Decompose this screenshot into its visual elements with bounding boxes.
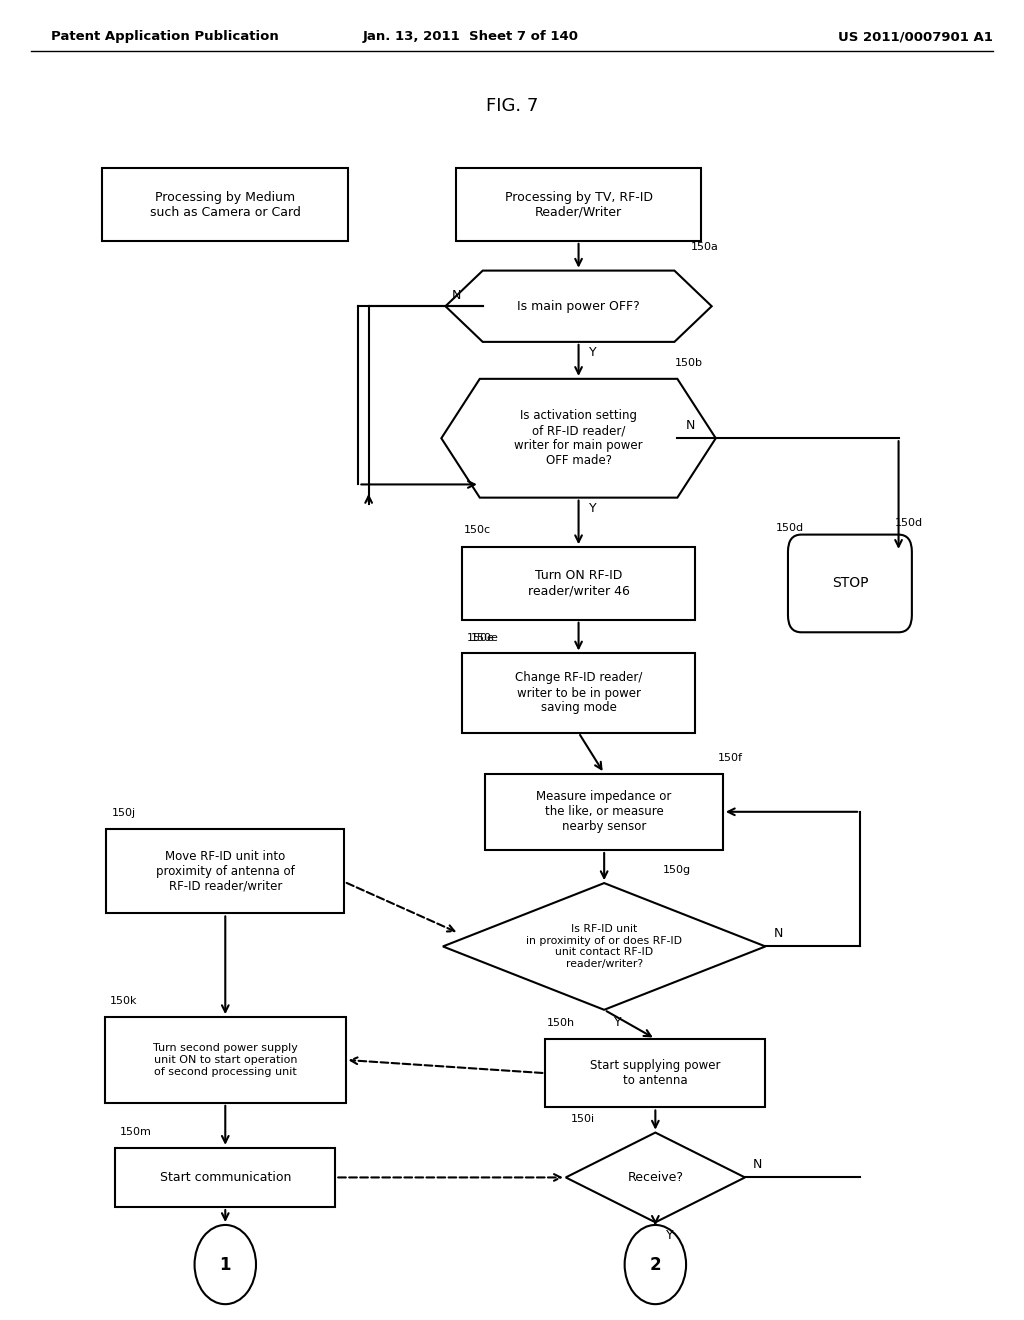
Text: 150i: 150i — [571, 1114, 595, 1125]
Text: Measure impedance or
the like, or measure
nearby sensor: Measure impedance or the like, or measur… — [537, 791, 672, 833]
Text: 150h: 150h — [547, 1018, 575, 1028]
FancyBboxPatch shape — [462, 653, 695, 733]
FancyBboxPatch shape — [462, 546, 695, 619]
Text: Change RF-ID reader/
writer to be in power
saving mode: Change RF-ID reader/ writer to be in pow… — [515, 672, 642, 714]
Text: 150e: 150e — [467, 632, 495, 643]
Text: Is activation setting
of RF-ID reader/
writer for main power
OFF made?: Is activation setting of RF-ID reader/ w… — [514, 409, 643, 467]
Text: Turn ON RF-ID
reader/writer 46: Turn ON RF-ID reader/writer 46 — [527, 569, 630, 598]
Text: 2: 2 — [649, 1255, 662, 1274]
FancyBboxPatch shape — [788, 535, 911, 632]
Text: Y: Y — [614, 1016, 622, 1030]
Text: 150f: 150f — [718, 752, 742, 763]
Text: Y: Y — [589, 346, 596, 359]
Polygon shape — [445, 271, 712, 342]
Text: Jan. 13, 2011  Sheet 7 of 140: Jan. 13, 2011 Sheet 7 of 140 — [364, 30, 579, 44]
Text: N: N — [754, 1158, 763, 1171]
Text: Is RF-ID unit
in proximity of or does RF-ID
unit contact RF-ID
reader/writer?: Is RF-ID unit in proximity of or does RF… — [526, 924, 682, 969]
Text: 150d: 150d — [776, 523, 804, 533]
FancyBboxPatch shape — [102, 168, 348, 242]
FancyBboxPatch shape — [485, 774, 723, 850]
Text: 150g: 150g — [664, 865, 691, 875]
Text: US 2011/0007901 A1: US 2011/0007901 A1 — [839, 30, 993, 44]
FancyBboxPatch shape — [545, 1039, 765, 1107]
Polygon shape — [565, 1133, 745, 1222]
Circle shape — [195, 1225, 256, 1304]
Circle shape — [625, 1225, 686, 1304]
Text: FIG. 7: FIG. 7 — [485, 96, 539, 115]
Text: Is main power OFF?: Is main power OFF? — [517, 300, 640, 313]
Text: 150k: 150k — [111, 997, 137, 1006]
Text: STOP: STOP — [831, 577, 868, 590]
Text: 150m: 150m — [121, 1127, 153, 1137]
Polygon shape — [442, 883, 765, 1010]
Text: 1: 1 — [219, 1255, 231, 1274]
Text: Processing by TV, RF-ID
Reader/Writer: Processing by TV, RF-ID Reader/Writer — [505, 190, 652, 219]
Text: Y: Y — [589, 502, 596, 515]
FancyBboxPatch shape — [115, 1147, 336, 1206]
Text: N: N — [685, 418, 695, 432]
Text: 150a: 150a — [691, 243, 719, 252]
FancyBboxPatch shape — [456, 168, 701, 242]
Text: Start supplying power
to antenna: Start supplying power to antenna — [590, 1059, 721, 1088]
Text: 150d: 150d — [895, 517, 923, 528]
Text: Turn second power supply
unit ON to start operation
of second processing unit: Turn second power supply unit ON to star… — [153, 1043, 298, 1077]
Text: 150e: 150e — [471, 632, 499, 643]
Text: 150c: 150c — [464, 525, 490, 535]
Text: N: N — [774, 927, 783, 940]
FancyBboxPatch shape — [106, 829, 344, 913]
Text: Patent Application Publication: Patent Application Publication — [51, 30, 279, 44]
FancyBboxPatch shape — [105, 1016, 346, 1104]
Polygon shape — [441, 379, 716, 498]
Text: 150j: 150j — [112, 808, 136, 818]
Text: Move RF-ID unit into
proximity of antenna of
RF-ID reader/writer: Move RF-ID unit into proximity of antenn… — [156, 850, 295, 892]
Text: 150b: 150b — [675, 358, 702, 368]
Text: Y: Y — [666, 1229, 673, 1242]
Text: Processing by Medium
such as Camera or Card: Processing by Medium such as Camera or C… — [150, 190, 301, 219]
Text: Start communication: Start communication — [160, 1171, 291, 1184]
Text: Receive?: Receive? — [628, 1171, 683, 1184]
Text: N: N — [452, 289, 462, 302]
